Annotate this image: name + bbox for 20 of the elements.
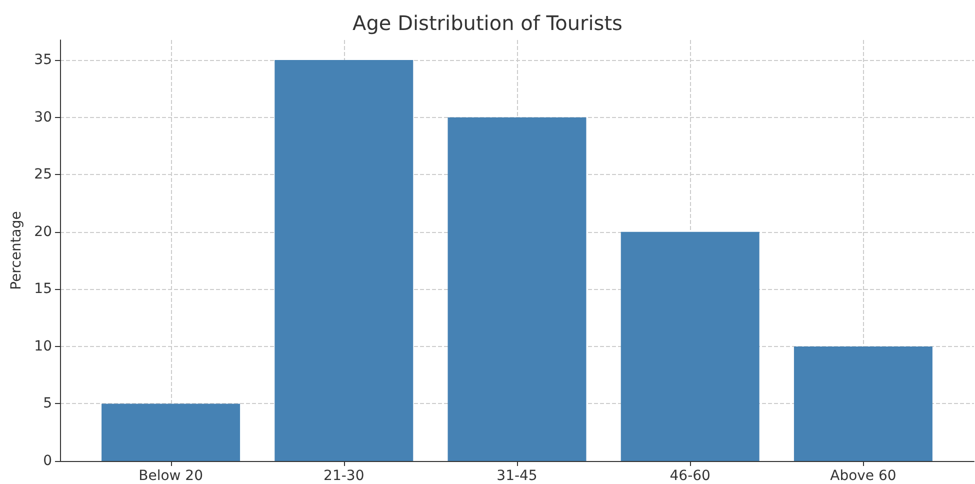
- y-tick-label: 10: [34, 338, 52, 354]
- bar: [102, 404, 240, 461]
- chart-title: Age Distribution of Tourists: [352, 11, 622, 35]
- y-tick-label: 15: [34, 281, 52, 298]
- y-tick-label: 25: [34, 166, 52, 183]
- y-tick-label: 30: [34, 109, 52, 126]
- bar: [794, 346, 932, 461]
- bar: [620, 232, 760, 461]
- x-tick-label: 21-30: [324, 468, 364, 484]
- y-tick-label: 35: [34, 52, 52, 68]
- x-tick-label: Below 20: [138, 468, 203, 484]
- y-tick-label: 20: [34, 224, 52, 240]
- x-tick-label: 46-60: [670, 468, 710, 484]
- y-tick-label: 0: [43, 453, 52, 469]
- bar: [274, 60, 414, 461]
- y-axis-title: Percentage: [8, 211, 24, 290]
- y-tick-label: 5: [43, 396, 52, 412]
- x-tick-label: 31-45: [496, 468, 538, 484]
- bar: [448, 117, 586, 461]
- x-tick-label: Above 60: [830, 468, 896, 484]
